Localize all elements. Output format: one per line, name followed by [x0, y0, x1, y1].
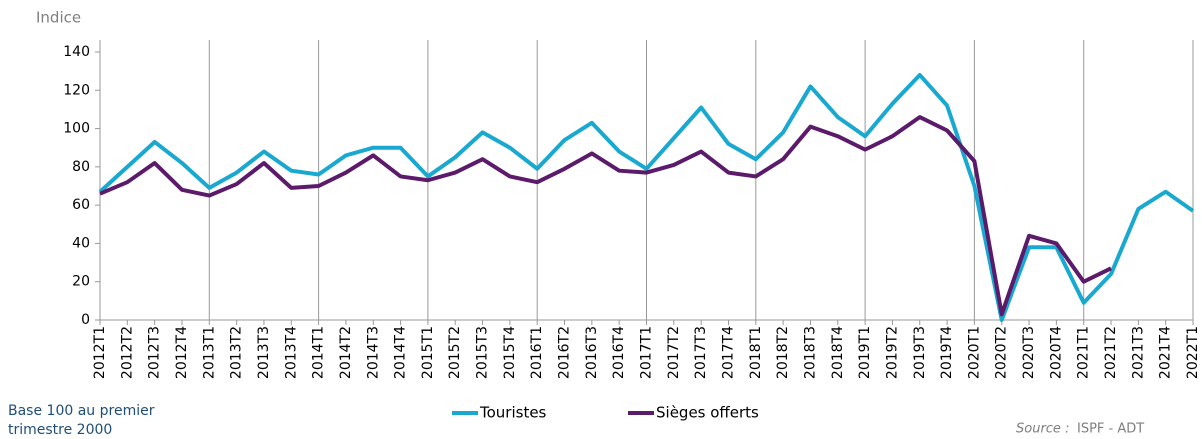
- y-axis-label: Indice: [36, 9, 81, 27]
- x-tick-label: 2020T2: [994, 326, 1010, 379]
- x-tick-label: 2012T3: [147, 326, 163, 379]
- x-tick-label: 2014T3: [365, 326, 381, 379]
- note: Base 100 au premier: [8, 403, 155, 419]
- x-tick-label: 2015T2: [447, 326, 463, 379]
- x-tick-label: 2015T1: [420, 326, 436, 379]
- x-tick-label: 2021T1: [1076, 326, 1092, 379]
- y-tick-label: 0: [81, 312, 90, 328]
- x-tick-label: 2013T1: [201, 326, 217, 379]
- x-tick-label: 2021T4: [1158, 326, 1174, 379]
- x-tick-label: 2015T3: [475, 326, 491, 379]
- x-tick-label: 2013T4: [283, 326, 299, 379]
- line-series: [98, 72, 1195, 322]
- source-label: Source :: [1016, 422, 1069, 437]
- x-tick-label: 2014T2: [338, 326, 354, 379]
- x-tick-label: 2018T4: [830, 326, 846, 379]
- x-tick-label: 2018T2: [775, 326, 791, 379]
- x-tick-label: 2020T1: [966, 326, 982, 379]
- x-tick-label: 2019T2: [884, 326, 900, 379]
- x-tick-label: 2016T2: [557, 326, 573, 379]
- source: ISPF - ADT: [1077, 422, 1144, 437]
- x-tick-label: 2016T3: [584, 326, 600, 379]
- x-tick-label: 2012T2: [119, 326, 135, 379]
- x-tick-label: 2018T1: [748, 326, 764, 379]
- x-tick-label: 2017T3: [693, 326, 709, 379]
- x-tick-label: 2014T4: [393, 326, 409, 379]
- y-tick-label: 60: [72, 197, 90, 213]
- x-tick-label: 2013T2: [229, 326, 245, 379]
- note: trimestre 2000: [8, 422, 112, 438]
- legend-label: Touristes: [479, 404, 547, 422]
- x-tick-label: 2012T4: [174, 326, 190, 379]
- x-tick-label: 2016T1: [529, 326, 545, 379]
- y-tick-label: 80: [72, 159, 90, 175]
- x-tick-label: 2013T3: [256, 326, 272, 379]
- x-tick-label: 2021T3: [1130, 326, 1146, 379]
- x-tick-label: 2021T2: [1103, 326, 1119, 379]
- x-tick-label: 2019T4: [939, 326, 955, 379]
- x-tick-label: 2020T3: [1021, 326, 1037, 379]
- line-series: [99, 115, 1112, 317]
- y-tick-label: 100: [63, 121, 90, 137]
- y-tick-label: 20: [72, 274, 90, 290]
- y-tick-label: 40: [72, 235, 90, 251]
- x-tick-label: 2017T2: [666, 326, 682, 379]
- x-tick-label: 2014T1: [311, 326, 327, 379]
- x-tick-label: 2022T1: [1185, 326, 1201, 379]
- x-tick-label: 2016T4: [611, 326, 627, 379]
- y-tick-label: 120: [63, 82, 90, 98]
- x-tick-label: 2017T4: [720, 326, 736, 379]
- x-tick-label: 2020T4: [1048, 326, 1064, 379]
- x-tick-label: 2015T4: [502, 326, 518, 379]
- x-tick-label: 2017T1: [639, 326, 655, 379]
- x-tick-label: 2019T1: [857, 326, 873, 379]
- x-tick-label: 2019T3: [912, 326, 928, 379]
- y-tick-label: 140: [63, 44, 90, 60]
- legend-label: Sièges offerts: [656, 404, 759, 422]
- x-tick-label: 2018T3: [802, 326, 818, 379]
- x-tick-label: 2012T1: [92, 326, 108, 379]
